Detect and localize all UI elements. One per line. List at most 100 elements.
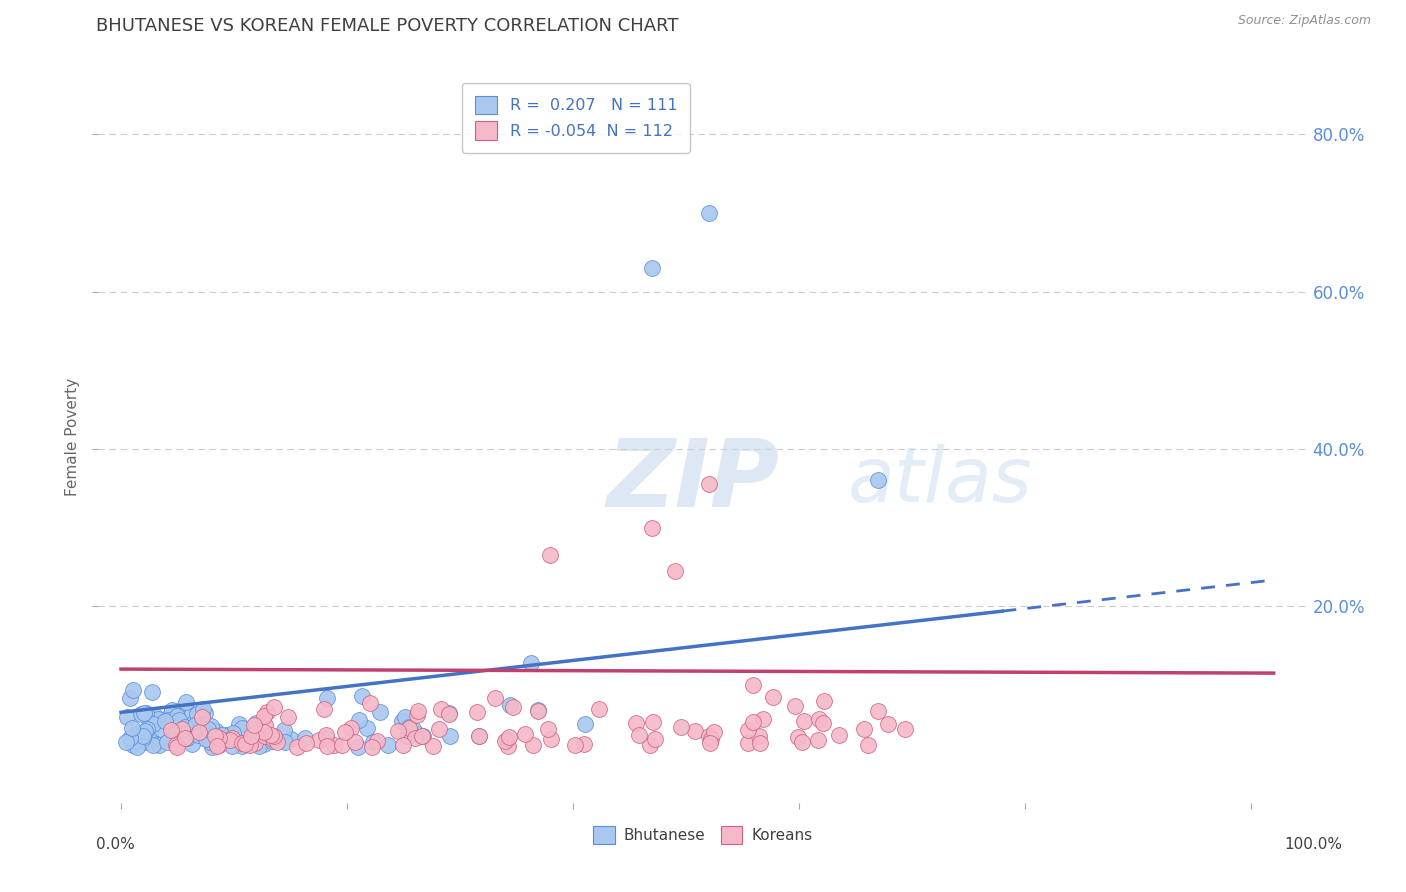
Point xyxy=(131,707,153,722)
Point xyxy=(366,734,388,748)
Point xyxy=(122,738,145,752)
Point xyxy=(245,716,267,731)
Point xyxy=(391,739,413,753)
Point xyxy=(132,731,155,746)
Point xyxy=(249,725,271,739)
Point xyxy=(231,739,253,753)
Point xyxy=(176,731,198,745)
Point xyxy=(411,729,433,743)
Point xyxy=(437,706,460,721)
Point xyxy=(465,705,488,719)
Point xyxy=(139,723,162,738)
Point xyxy=(792,735,814,749)
Point xyxy=(540,731,562,746)
Point xyxy=(356,721,378,735)
Point xyxy=(894,723,917,737)
Point xyxy=(187,727,209,741)
Point xyxy=(215,728,238,742)
Point xyxy=(174,731,197,746)
Point xyxy=(191,702,214,716)
Point xyxy=(700,732,723,747)
Point xyxy=(856,739,879,753)
Point xyxy=(468,729,491,743)
Point xyxy=(253,709,276,723)
Point xyxy=(165,704,187,718)
Text: Source: ZipAtlas.com: Source: ZipAtlas.com xyxy=(1237,14,1371,27)
Point xyxy=(125,726,148,740)
Point xyxy=(136,722,159,736)
Point xyxy=(308,733,330,747)
Point xyxy=(422,739,444,754)
Point xyxy=(813,694,835,708)
Point xyxy=(643,715,665,730)
Point xyxy=(703,725,725,739)
Point xyxy=(405,707,427,722)
Point xyxy=(139,728,162,742)
Point xyxy=(254,718,277,732)
Point xyxy=(641,260,664,275)
Point xyxy=(176,727,198,741)
Point xyxy=(494,734,516,748)
Point xyxy=(149,722,172,736)
Point xyxy=(160,721,183,735)
Point xyxy=(134,706,156,721)
Point xyxy=(242,718,264,732)
Point xyxy=(180,716,202,731)
Point xyxy=(254,729,277,743)
Point xyxy=(125,739,148,754)
Point xyxy=(184,717,207,731)
Point xyxy=(124,734,146,748)
Point xyxy=(194,731,217,746)
Point xyxy=(121,683,143,698)
Point xyxy=(142,738,165,752)
Point xyxy=(200,732,222,747)
Point xyxy=(200,718,222,732)
Point xyxy=(398,720,420,734)
Point xyxy=(499,698,522,712)
Point xyxy=(197,722,219,736)
Point xyxy=(697,206,720,220)
Point xyxy=(741,714,763,729)
Point xyxy=(153,714,176,729)
Point xyxy=(574,737,596,751)
Point xyxy=(752,712,775,726)
Point xyxy=(114,735,136,749)
Point xyxy=(180,737,202,751)
Point xyxy=(160,706,183,721)
Point xyxy=(277,710,299,724)
Point xyxy=(264,731,287,745)
Point xyxy=(233,737,256,751)
Point xyxy=(439,729,461,743)
Point xyxy=(176,695,198,709)
Point xyxy=(221,739,243,753)
Point xyxy=(204,723,226,738)
Point xyxy=(205,733,228,747)
Point xyxy=(166,709,188,723)
Point xyxy=(134,724,156,739)
Point xyxy=(243,727,266,741)
Point xyxy=(115,710,138,724)
Point xyxy=(160,723,183,737)
Point xyxy=(793,714,815,729)
Point xyxy=(156,713,179,727)
Point xyxy=(519,656,541,670)
Point xyxy=(205,739,228,753)
Point xyxy=(868,704,890,718)
Point xyxy=(323,738,346,752)
Y-axis label: Female Poverty: Female Poverty xyxy=(65,378,80,496)
Point xyxy=(671,720,693,734)
Point xyxy=(737,736,759,750)
Point xyxy=(527,703,550,717)
Point xyxy=(211,728,233,742)
Point xyxy=(807,732,830,747)
Point xyxy=(437,706,460,720)
Point xyxy=(262,731,284,746)
Point xyxy=(394,710,416,724)
Point xyxy=(120,691,142,706)
Point xyxy=(626,715,648,730)
Point xyxy=(218,732,240,747)
Point xyxy=(266,735,288,749)
Point xyxy=(427,722,450,736)
Text: BHUTANESE VS KOREAN FEMALE POVERTY CORRELATION CHART: BHUTANESE VS KOREAN FEMALE POVERTY CORRE… xyxy=(96,17,678,35)
Point xyxy=(343,735,366,749)
